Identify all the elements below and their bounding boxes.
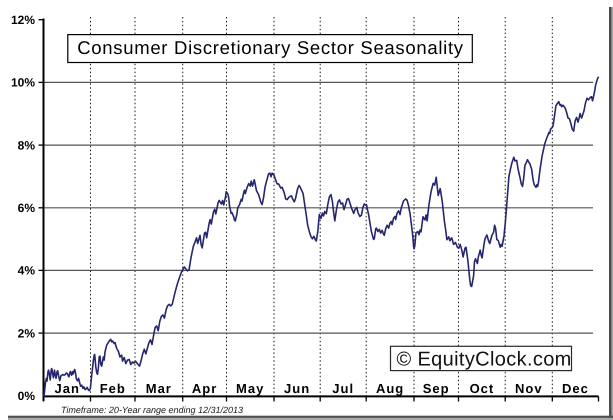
svg-text:Jun: Jun: [284, 381, 310, 396]
svg-text:12%: 12%: [11, 13, 35, 27]
svg-text:2%: 2%: [18, 326, 36, 340]
svg-text:Nov: Nov: [515, 381, 543, 396]
svg-text:Jul: Jul: [332, 381, 354, 396]
svg-text:© EquityClock.com: © EquityClock.com: [397, 349, 572, 371]
svg-text:May: May: [236, 381, 264, 396]
svg-text:0%: 0%: [18, 389, 36, 403]
svg-text:Dec: Dec: [562, 381, 589, 396]
svg-text:4%: 4%: [18, 264, 36, 278]
svg-text:Consumer Discretionary Sector: Consumer Discretionary Sector Seasonalit…: [77, 37, 464, 58]
svg-text:6%: 6%: [18, 201, 36, 215]
svg-text:10%: 10%: [11, 76, 35, 90]
svg-text:Aug: Aug: [376, 381, 404, 396]
svg-text:Feb: Feb: [100, 381, 126, 396]
svg-text:Sep: Sep: [423, 381, 450, 396]
svg-text:8%: 8%: [18, 138, 36, 152]
svg-text:Oct: Oct: [470, 381, 495, 396]
svg-text:Timeframe: 20-Year range endin: Timeframe: 20-Year range ending 12/31/20…: [61, 405, 243, 415]
svg-text:Apr: Apr: [192, 381, 217, 396]
svg-text:Jan: Jan: [54, 381, 79, 396]
svg-text:Mar: Mar: [146, 381, 172, 396]
